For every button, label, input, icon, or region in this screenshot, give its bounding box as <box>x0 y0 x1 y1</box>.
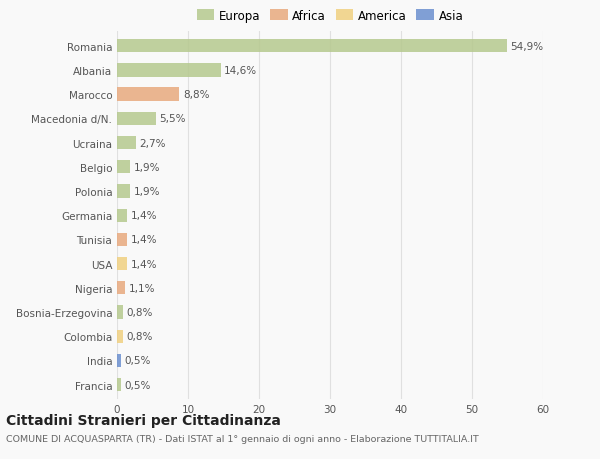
Bar <box>117 88 179 101</box>
Text: 2,7%: 2,7% <box>140 138 166 148</box>
Bar <box>117 306 122 319</box>
Bar <box>117 233 127 246</box>
Text: 1,4%: 1,4% <box>130 235 157 245</box>
Text: 14,6%: 14,6% <box>224 66 257 76</box>
Text: 1,4%: 1,4% <box>130 211 157 221</box>
Text: 1,9%: 1,9% <box>134 162 161 173</box>
Bar <box>117 354 121 367</box>
Text: 0,5%: 0,5% <box>124 356 151 366</box>
Text: 5,5%: 5,5% <box>160 114 186 124</box>
Legend: Europa, Africa, America, Asia: Europa, Africa, America, Asia <box>197 10 463 22</box>
Bar <box>117 64 221 78</box>
Bar <box>117 40 507 53</box>
Text: 8,8%: 8,8% <box>183 90 209 100</box>
Text: COMUNE DI ACQUASPARTA (TR) - Dati ISTAT al 1° gennaio di ogni anno - Elaborazion: COMUNE DI ACQUASPARTA (TR) - Dati ISTAT … <box>6 434 479 443</box>
Text: 0,8%: 0,8% <box>126 331 152 341</box>
Text: Cittadini Stranieri per Cittadinanza: Cittadini Stranieri per Cittadinanza <box>6 413 281 427</box>
Text: 1,1%: 1,1% <box>128 283 155 293</box>
Bar <box>117 378 121 392</box>
Text: 54,9%: 54,9% <box>511 42 544 51</box>
Text: 1,4%: 1,4% <box>130 259 157 269</box>
Bar <box>117 209 127 222</box>
Bar <box>117 330 122 343</box>
Text: 1,9%: 1,9% <box>134 186 161 196</box>
Bar <box>117 185 130 198</box>
Bar <box>117 281 125 295</box>
Text: 0,5%: 0,5% <box>124 380 151 390</box>
Text: 0,8%: 0,8% <box>126 308 152 317</box>
Bar <box>117 112 156 126</box>
Bar <box>117 257 127 271</box>
Bar <box>117 161 130 174</box>
Bar <box>117 137 136 150</box>
